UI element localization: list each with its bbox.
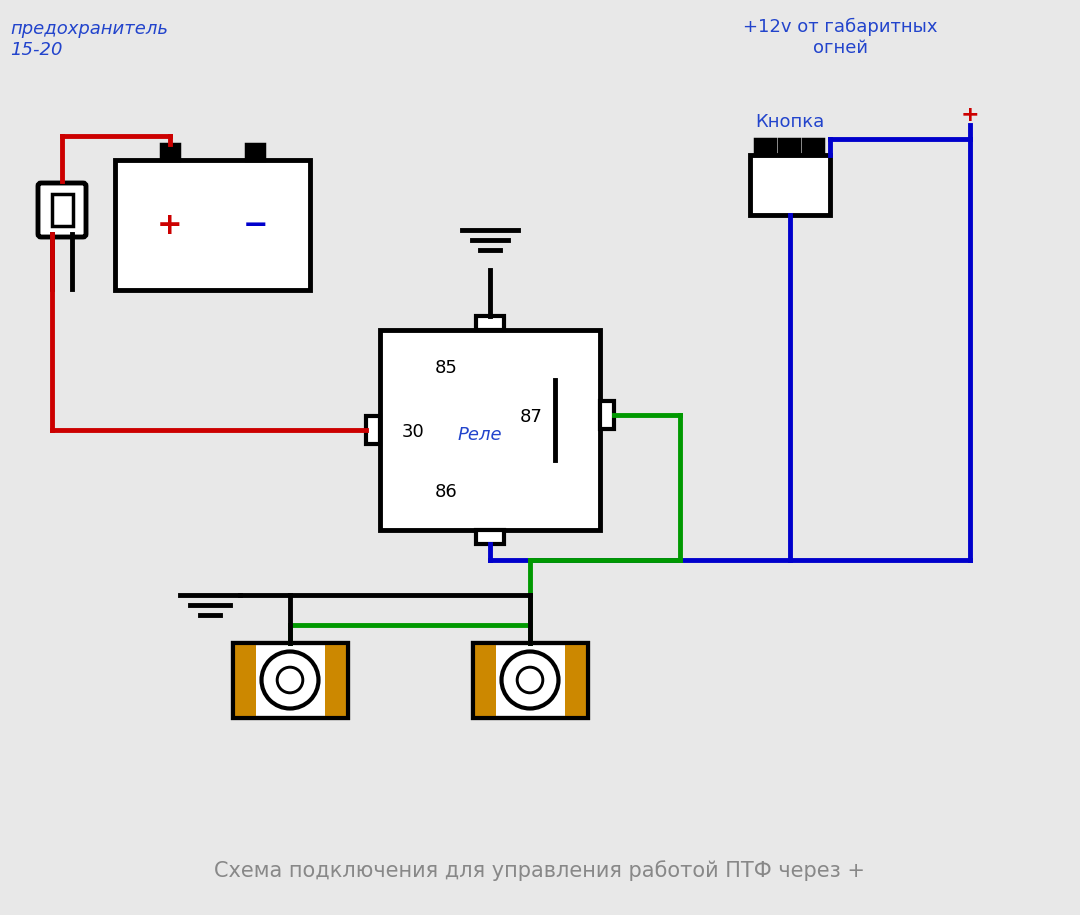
Text: +: +	[157, 210, 183, 240]
Text: +: +	[961, 105, 980, 125]
Circle shape	[278, 667, 302, 693]
Bar	[473, 643, 588, 718]
Text: 87: 87	[519, 408, 543, 426]
Text: −: −	[243, 210, 268, 240]
Bar	[476, 316, 504, 330]
Bar	[755, 139, 775, 155]
Bar	[246, 144, 265, 160]
Bar	[473, 643, 496, 718]
Bar	[600, 401, 615, 429]
Bar	[750, 155, 831, 215]
Bar	[473, 643, 588, 718]
Text: предохранитель
15-20: предохранитель 15-20	[10, 20, 168, 59]
Bar	[565, 643, 588, 718]
Bar	[233, 643, 348, 718]
Bar	[380, 330, 600, 530]
Circle shape	[501, 651, 558, 708]
FancyBboxPatch shape	[38, 183, 86, 237]
Bar	[233, 643, 348, 718]
Bar	[779, 139, 799, 155]
Bar	[52, 194, 73, 226]
Circle shape	[517, 667, 543, 693]
Text: Реле: Реле	[458, 426, 502, 444]
Bar	[114, 160, 310, 290]
Bar	[325, 643, 348, 718]
Text: +12v от габаритных
огней: +12v от габаритных огней	[743, 18, 937, 57]
Bar	[233, 643, 256, 718]
Circle shape	[261, 651, 319, 708]
Text: Кнопка: Кнопка	[755, 113, 825, 131]
Bar	[161, 144, 178, 160]
Bar	[476, 530, 504, 544]
Text: 30: 30	[402, 423, 424, 441]
Text: 85: 85	[435, 359, 458, 377]
Text: 86: 86	[435, 483, 458, 501]
Bar	[804, 139, 823, 155]
Bar	[366, 416, 380, 444]
Text: Схема подключения для управления работой ПТФ через +: Схема подключения для управления работой…	[215, 860, 865, 881]
